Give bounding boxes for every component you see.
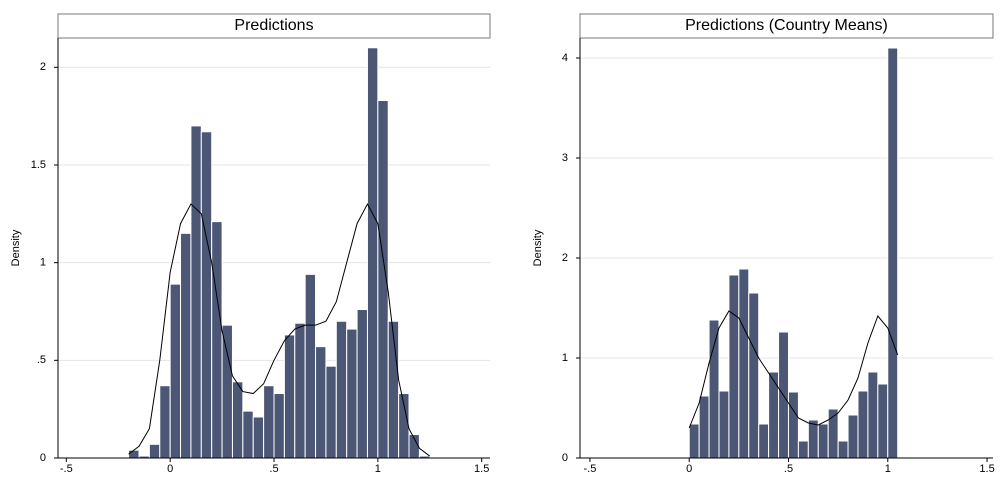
bar bbox=[148, 443, 161, 459]
x-tick-label: .5 bbox=[269, 463, 278, 475]
bar bbox=[128, 449, 140, 459]
bar bbox=[263, 385, 275, 459]
x-tick-label: 1.5 bbox=[474, 463, 489, 475]
bar bbox=[688, 423, 700, 459]
bar bbox=[787, 391, 799, 459]
bar bbox=[837, 440, 849, 459]
y-tick-label: 4 bbox=[562, 52, 568, 64]
bar bbox=[698, 395, 710, 459]
y-tick-label: 2 bbox=[562, 252, 568, 264]
bar bbox=[231, 381, 244, 459]
y-axis-label: Density bbox=[532, 229, 544, 266]
y-tick-label: .5 bbox=[37, 354, 46, 366]
density-curve bbox=[688, 310, 899, 429]
bar bbox=[887, 47, 899, 459]
bar bbox=[159, 385, 171, 459]
bar bbox=[304, 273, 317, 459]
bar bbox=[758, 423, 770, 459]
bar bbox=[708, 319, 720, 459]
x-tick-label: 0 bbox=[686, 463, 692, 475]
bar bbox=[252, 416, 265, 459]
y-tick-label: 0 bbox=[562, 452, 568, 464]
bar bbox=[242, 410, 254, 459]
title-box bbox=[579, 13, 994, 39]
y-tick-label: 0 bbox=[40, 452, 46, 464]
bar bbox=[797, 440, 809, 459]
bar bbox=[738, 268, 750, 459]
bar bbox=[346, 328, 358, 459]
bar bbox=[748, 292, 760, 459]
bar bbox=[325, 365, 337, 459]
bar bbox=[283, 334, 296, 459]
bar bbox=[273, 393, 285, 459]
y-axis-label: Density bbox=[10, 229, 22, 266]
bar bbox=[190, 125, 202, 459]
bar bbox=[211, 221, 223, 459]
y-tick-label: 2 bbox=[40, 61, 46, 73]
bar bbox=[315, 346, 327, 459]
bar bbox=[180, 232, 192, 459]
bar bbox=[387, 320, 400, 459]
bar bbox=[807, 419, 819, 459]
y-tick-label: 3 bbox=[562, 152, 568, 164]
bar bbox=[728, 274, 740, 459]
x-tick-label: -.5 bbox=[584, 463, 597, 475]
density-curve bbox=[128, 202, 431, 457]
bar bbox=[718, 390, 730, 459]
bar bbox=[847, 414, 859, 459]
y-tick-label: 1 bbox=[562, 352, 568, 364]
title-box bbox=[57, 13, 491, 39]
bar bbox=[169, 283, 182, 459]
x-tick-label: 0 bbox=[167, 463, 173, 475]
chart-title: Predictions bbox=[234, 17, 313, 34]
bar bbox=[857, 390, 869, 459]
y-tick-label: 1.5 bbox=[31, 159, 46, 171]
bar bbox=[294, 322, 306, 459]
bar bbox=[356, 309, 368, 459]
bar bbox=[221, 324, 233, 459]
x-tick-label: .5 bbox=[784, 463, 793, 475]
bar bbox=[867, 371, 879, 459]
x-tick-label: -.5 bbox=[60, 463, 73, 475]
x-tick-label: 1.5 bbox=[979, 463, 994, 475]
bar bbox=[200, 131, 213, 459]
x-tick-label: 1 bbox=[375, 463, 381, 475]
bar bbox=[335, 320, 348, 459]
y-tick-label: 1 bbox=[40, 257, 46, 269]
bar bbox=[817, 423, 829, 459]
chart-title: Predictions (Country Means) bbox=[685, 17, 888, 34]
bar bbox=[877, 383, 889, 459]
x-tick-label: 1 bbox=[885, 463, 891, 475]
bar bbox=[366, 47, 379, 459]
